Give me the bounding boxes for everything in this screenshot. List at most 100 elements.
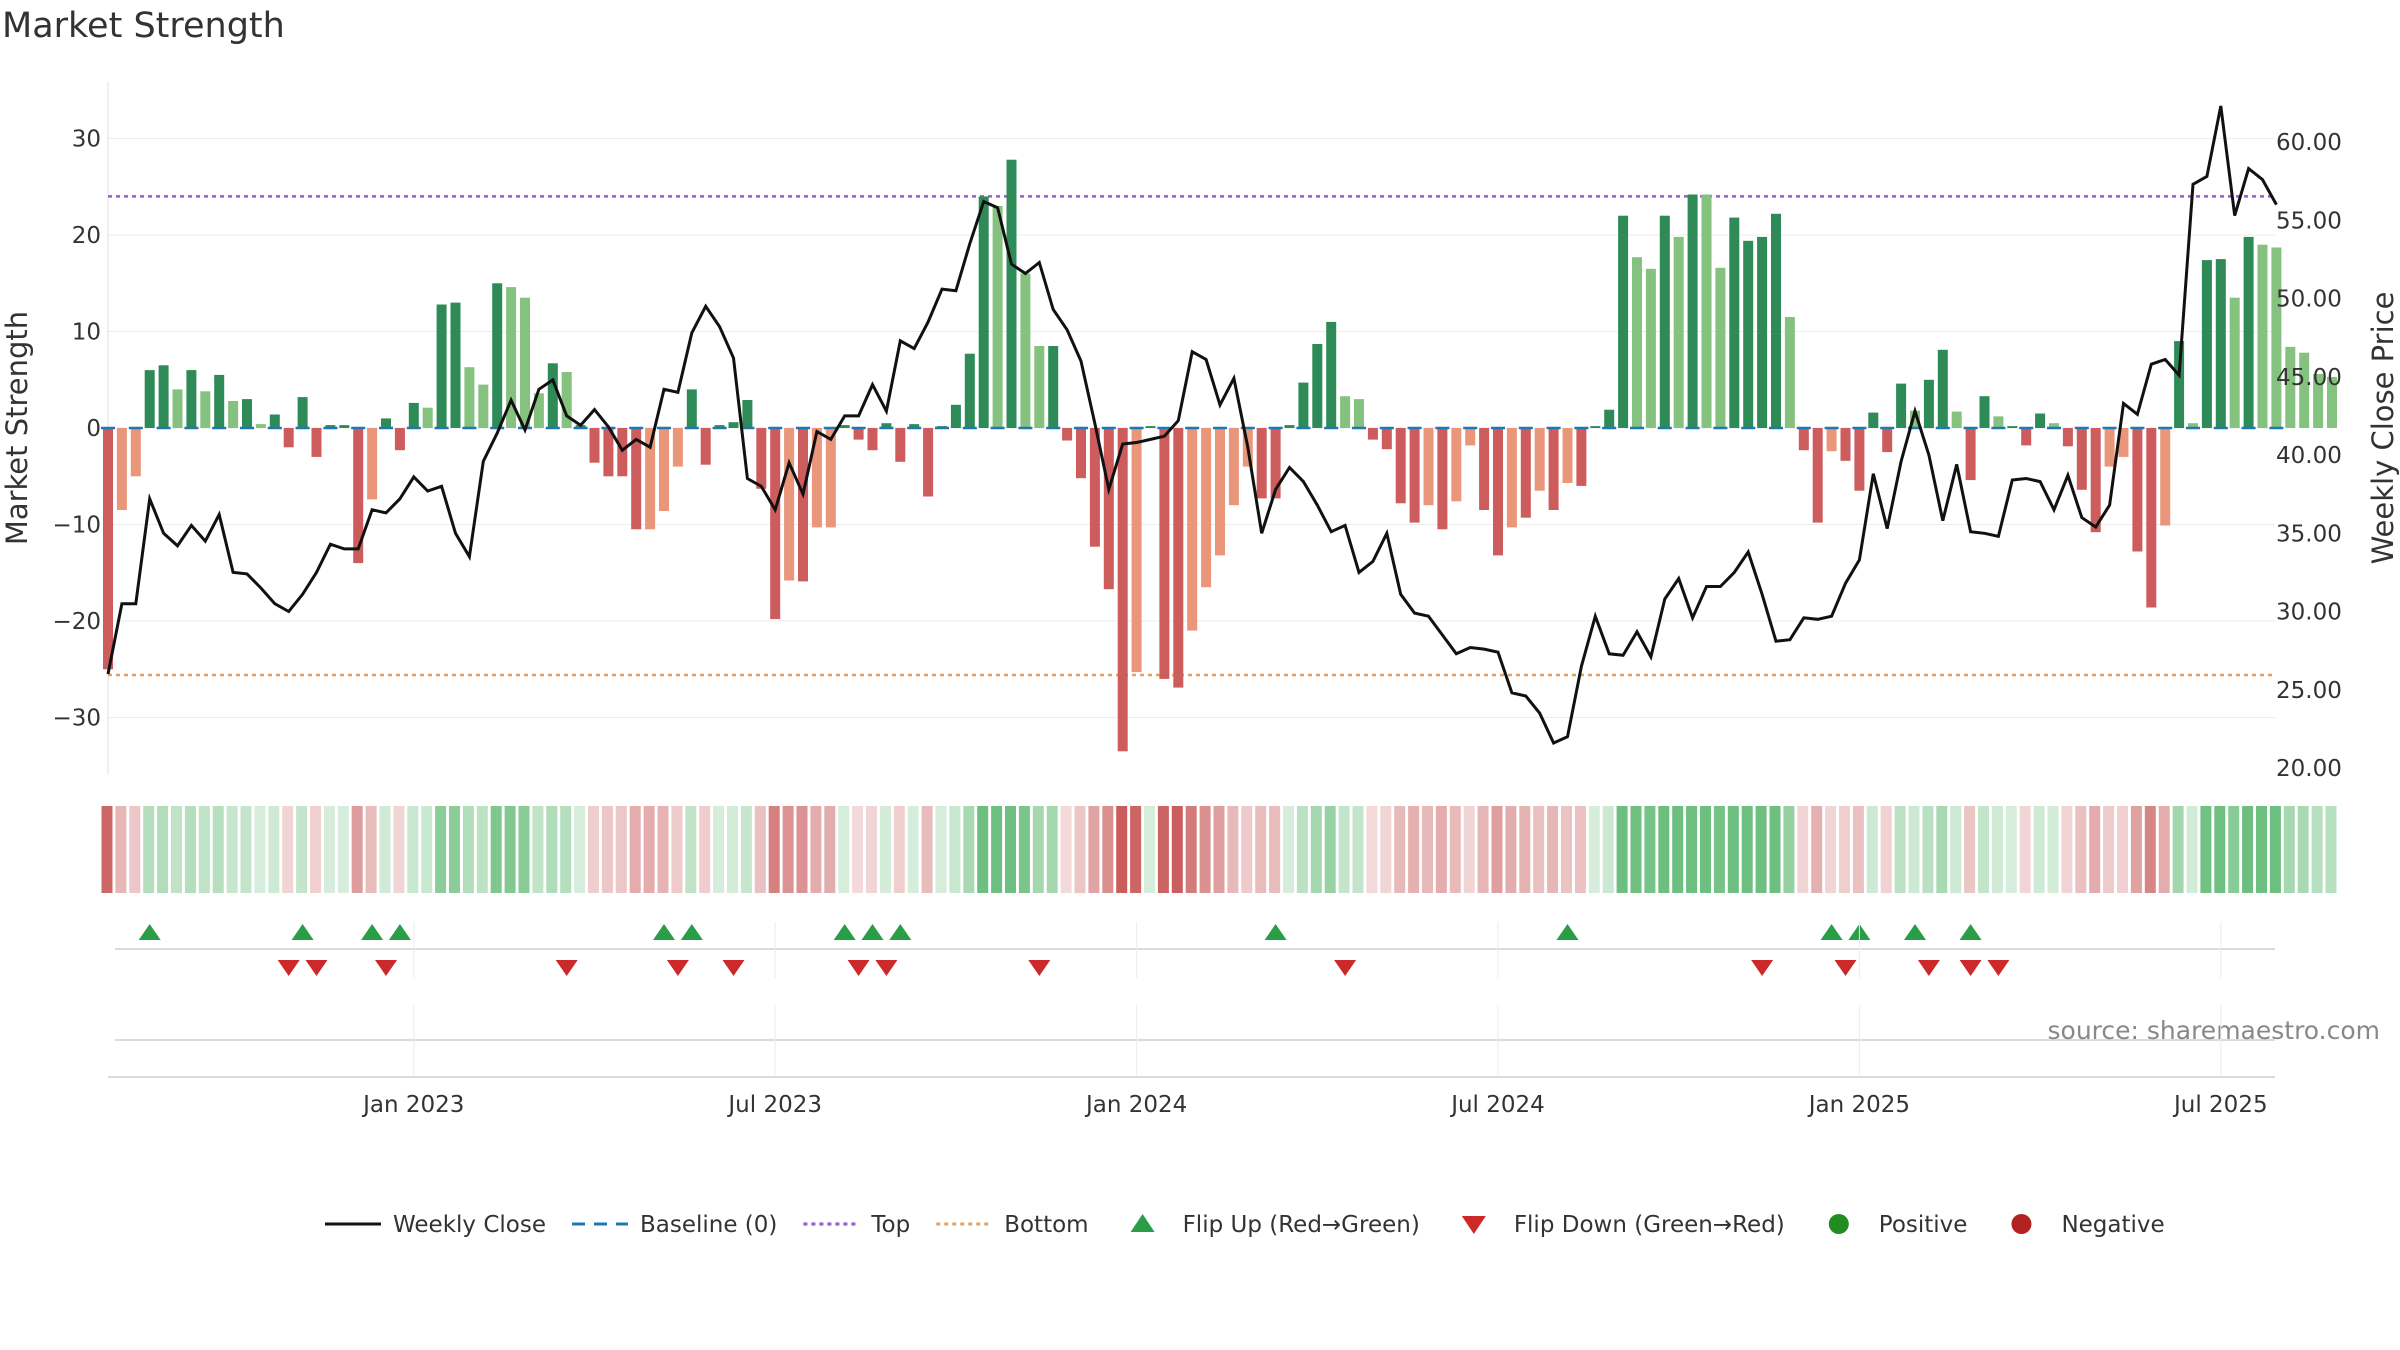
strip-cell <box>1380 806 1392 893</box>
strip-cell <box>1046 806 1058 893</box>
strip-cell <box>1116 806 1128 893</box>
strip-cell <box>198 806 210 893</box>
strip-cell <box>296 806 308 893</box>
strip-cell <box>1713 806 1725 893</box>
left-tick-label: 10 <box>72 320 101 346</box>
strength-bar <box>478 384 489 428</box>
strip-cell <box>615 806 627 893</box>
strip-cell <box>2269 806 2281 893</box>
flip-up-marker <box>1959 924 1982 940</box>
strength-bar <box>1395 428 1406 504</box>
strength-bar <box>269 414 280 428</box>
strength-bar <box>242 399 252 428</box>
strip-cell <box>240 806 252 893</box>
strength-bar <box>2271 247 2282 428</box>
strip-cell <box>365 806 377 893</box>
strip-cell <box>893 806 905 893</box>
strength-bar <box>1882 428 1893 453</box>
strength-bar <box>1256 428 1267 499</box>
strip-cell <box>157 806 169 893</box>
strip-cell <box>671 806 683 893</box>
strip-cell <box>1630 806 1642 893</box>
x-tick-label: Jan 2023 <box>361 1092 464 1118</box>
strip-cell <box>1477 806 1489 893</box>
strip-cell <box>1505 806 1517 893</box>
right-axis-title: Weekly Close Price <box>2366 292 2400 565</box>
strip-cell <box>991 806 1003 893</box>
strip-cell <box>1991 806 2003 893</box>
strip-cell <box>212 806 224 893</box>
strip-cell <box>1074 806 1086 893</box>
right-tick-label: 30.00 <box>2276 600 2342 626</box>
strip-cell <box>1852 806 1864 893</box>
x-tick-label: Jul 2024 <box>1449 1092 1545 1118</box>
strip-cell <box>2158 806 2170 893</box>
strength-bar <box>367 428 378 500</box>
strip-cell <box>2256 806 2267 893</box>
strength-bar <box>172 389 183 428</box>
strength-bar <box>186 370 197 428</box>
strip-cell <box>1797 806 1809 893</box>
strip-cell <box>532 806 544 893</box>
strength-bar <box>1798 428 1809 451</box>
weekly-close-line <box>106 105 2278 745</box>
strip-cell <box>1727 806 1739 893</box>
strength-bar <box>1687 194 1698 428</box>
legend-symbol <box>1130 1214 1155 1232</box>
strip-cell <box>2283 806 2295 893</box>
strip-cell <box>1435 806 1447 893</box>
strength-bar <box>1381 428 1392 450</box>
strength-bar <box>422 407 433 428</box>
strip-cell <box>1463 806 1475 893</box>
strip-cell <box>560 806 572 893</box>
strength-bar <box>464 367 475 428</box>
strip-cell <box>1352 806 1364 893</box>
strength-bar <box>909 424 920 428</box>
strength-bar <box>1506 428 1517 528</box>
strength-bar <box>756 428 767 489</box>
strip-cell <box>476 806 488 893</box>
right-tick-label: 55.00 <box>2276 208 2342 234</box>
strip-cell <box>1686 806 1698 893</box>
strip-cell <box>115 806 127 893</box>
strength-bar <box>339 425 350 428</box>
strip-cell <box>1936 806 1948 893</box>
strip-cell <box>2200 806 2212 893</box>
strip-cell <box>574 806 586 893</box>
strip-cell <box>2297 806 2309 893</box>
strip-cell <box>713 806 725 893</box>
strength-bar <box>1020 273 1031 428</box>
legend-label: Bottom <box>1004 1212 1088 1238</box>
strength-bar <box>1729 217 1740 428</box>
strip-cell <box>588 806 599 893</box>
strength-bar <box>1479 428 1490 510</box>
strip-cell <box>1561 806 1572 893</box>
strip-cell <box>1741 806 1753 893</box>
strength-bar <box>1048 346 1059 428</box>
legend-label: Positive <box>1879 1212 1968 1238</box>
strip-cell <box>1310 806 1322 893</box>
strip-cell <box>1950 806 1962 893</box>
strip-cell <box>1185 806 1197 893</box>
strip-cell <box>1880 806 1892 893</box>
strip-cell <box>879 806 891 893</box>
strength-bar <box>964 353 975 428</box>
strength-bar <box>1784 317 1795 428</box>
strength-bar <box>659 428 669 511</box>
strip-cell <box>1102 806 1114 893</box>
strength-bar <box>1215 428 1225 556</box>
flip-up-marker <box>1556 924 1579 940</box>
strength-bar <box>1145 426 1156 428</box>
strength-bar <box>798 428 808 582</box>
strip-cell <box>1241 806 1253 893</box>
legend-label: Flip Down (Green→Red) <box>1514 1212 1785 1238</box>
strip-cell <box>740 806 752 893</box>
strength-bar <box>1340 396 1351 428</box>
strip-cell <box>393 806 405 893</box>
flip-up-marker <box>889 924 912 940</box>
strength-bar <box>1993 416 2004 428</box>
strength-bar <box>867 428 878 451</box>
strength-bar <box>2090 428 2101 533</box>
strength-bar <box>2146 428 2157 608</box>
